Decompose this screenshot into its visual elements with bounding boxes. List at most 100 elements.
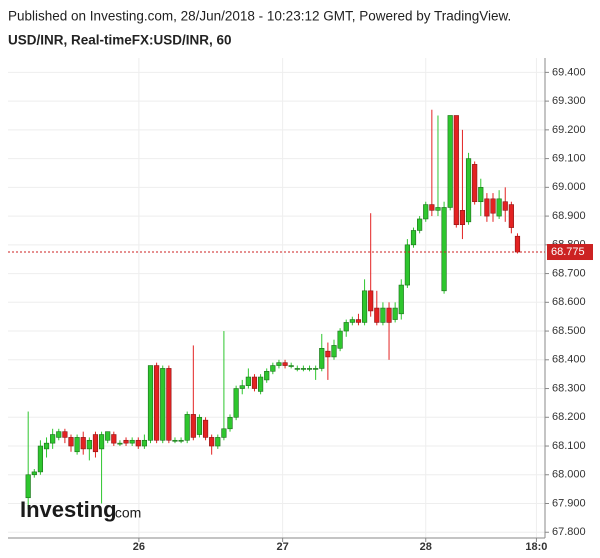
candle-body [325, 350, 331, 358]
candle-body [447, 115, 453, 208]
candle-body [117, 442, 123, 445]
candle-body [410, 230, 417, 246]
current-price-label: 68.775 [551, 246, 585, 258]
candle-body [43, 442, 50, 450]
y-tick-label: 68.400 [552, 354, 586, 366]
y-tick-label: 68.900 [552, 210, 586, 222]
candle-body [423, 204, 429, 220]
candle-body [251, 376, 258, 389]
y-tick-label: 69.200 [552, 124, 586, 136]
candle-body [453, 115, 459, 226]
candle-body [178, 439, 184, 442]
candle-body [68, 437, 74, 447]
candle-body [459, 210, 466, 226]
chart-title: USD/INR, Real-timeFX:USD/INR, 60 [8, 33, 232, 48]
y-tick-label: 68.600 [552, 296, 586, 308]
candle-body [245, 376, 251, 386]
candle-body [465, 158, 472, 223]
candle-body [227, 416, 233, 430]
candle-body [361, 290, 368, 323]
candle-body [404, 244, 410, 286]
candle-body [92, 434, 99, 453]
candle-body [258, 376, 264, 392]
candle-body [490, 198, 496, 214]
candle-body [147, 365, 154, 441]
candle-body [37, 445, 44, 473]
candle-body [74, 437, 80, 453]
candle-body [502, 201, 508, 211]
candle-body [508, 204, 514, 228]
y-tick-label: 68.100 [552, 440, 586, 452]
x-tick-label: 27 [276, 541, 288, 553]
y-tick-label: 69.400 [552, 66, 586, 78]
candle-body [264, 370, 270, 381]
candle-body [105, 431, 111, 441]
candle-body [80, 437, 86, 450]
x-tick-label: 18:0 [525, 541, 547, 553]
y-tick-label: 68.000 [552, 469, 586, 481]
candle-body [221, 428, 227, 438]
candle-body [349, 319, 355, 323]
candle-body [233, 388, 239, 418]
candle-body [123, 439, 129, 444]
candle-body [184, 414, 190, 441]
candle-body [441, 207, 447, 292]
candle-body [166, 368, 172, 441]
logo: Investing [20, 497, 117, 522]
candle-body [190, 414, 196, 438]
candle-body [288, 365, 294, 367]
candle-body [300, 368, 307, 370]
y-tick-label: 69.000 [552, 181, 586, 193]
candle-body [196, 416, 203, 435]
candle-body [62, 431, 68, 438]
candle-body [374, 307, 380, 323]
candle-body [160, 368, 166, 441]
header: Published on Investing.com, 28/Jun/2018 … [8, 9, 511, 24]
candle-body [380, 307, 386, 323]
candle-body [417, 218, 423, 231]
candle-body [514, 235, 521, 253]
y-tick-label: 69.100 [552, 153, 586, 165]
y-tick-label: 68.300 [552, 382, 586, 394]
candle-body [337, 330, 343, 349]
candle-body [294, 368, 300, 370]
candle-body [484, 198, 490, 217]
candle-body [319, 347, 325, 369]
candle-body [31, 471, 37, 476]
y-tick-label: 67.800 [552, 526, 586, 538]
candle-body [135, 439, 141, 447]
x-tick-label: 26 [133, 541, 145, 553]
candle-body [429, 204, 435, 211]
y-tick-label: 68.200 [552, 411, 586, 423]
candle-body [172, 439, 178, 442]
candle-body [386, 307, 392, 323]
candle-body [270, 365, 276, 372]
candle-body [239, 385, 245, 389]
candle-body [282, 362, 288, 366]
candle-body [154, 365, 160, 441]
candle-body [98, 434, 105, 450]
candle-body [129, 439, 135, 444]
candle-body [86, 439, 92, 450]
candle-body [276, 362, 282, 366]
candle-body [306, 368, 313, 370]
candle-body [331, 345, 337, 358]
candle-body [209, 437, 215, 447]
candle-body [202, 419, 209, 438]
candle-body [111, 434, 117, 444]
y-tick-label: 69.300 [552, 95, 586, 107]
y-tick-label: 67.900 [552, 497, 586, 509]
candle-body [355, 319, 362, 323]
candle-body [313, 368, 319, 370]
candle-body [215, 437, 221, 447]
candle-body [472, 164, 478, 203]
candle-body [435, 207, 441, 211]
y-tick-label: 68.700 [552, 267, 586, 279]
candle-body [496, 198, 502, 217]
candle-body [141, 439, 147, 447]
x-tick-label: 28 [420, 541, 432, 553]
candle-body [368, 290, 374, 312]
candle-body [398, 284, 404, 315]
y-tick-label: 68.500 [552, 325, 586, 337]
